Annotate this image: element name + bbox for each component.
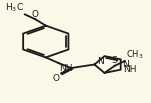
Text: N: N <box>122 60 129 69</box>
Text: N: N <box>97 57 104 66</box>
Text: O: O <box>53 74 60 83</box>
Text: H$_3$C: H$_3$C <box>5 1 24 14</box>
Text: NH: NH <box>60 64 73 73</box>
Text: CH$_3$: CH$_3$ <box>125 48 143 61</box>
Text: NH: NH <box>123 65 136 74</box>
Text: O: O <box>32 10 39 19</box>
Text: S: S <box>112 56 117 65</box>
